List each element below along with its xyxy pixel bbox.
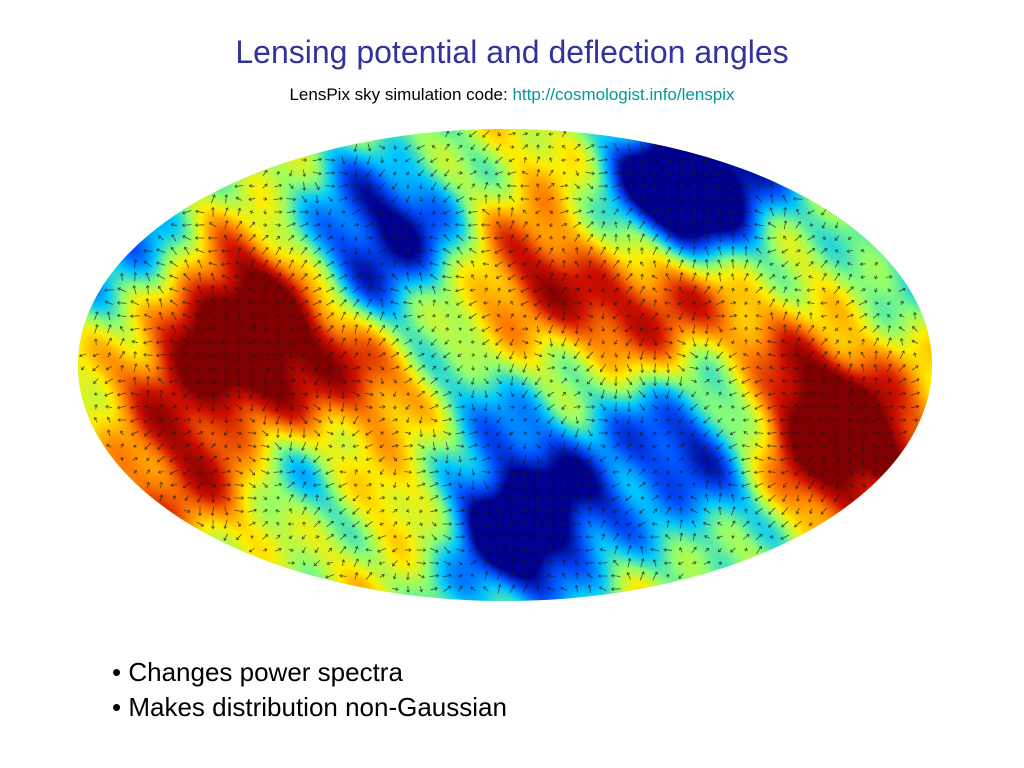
lensing-sky-map xyxy=(78,129,932,601)
bullet-item-power-spectra: • Changes power spectra xyxy=(112,657,403,687)
bullet-list: • Changes power spectra • Makes distribu… xyxy=(112,655,507,725)
deflection-arrows xyxy=(79,130,920,594)
deflection-arrow-field xyxy=(79,130,920,594)
lenspix-link[interactable]: http://cosmologist.info/lenspix xyxy=(512,85,735,104)
lensing-potential-field xyxy=(78,129,932,601)
subtitle-text: LensPix sky simulation code: xyxy=(289,85,513,104)
subtitle: LensPix sky simulation code: http://cosm… xyxy=(0,83,1024,107)
slide-title: Lensing potential and deflection angles xyxy=(235,34,789,70)
bullet-item-non-gaussian: • Makes distribution non-Gaussian xyxy=(112,692,507,722)
